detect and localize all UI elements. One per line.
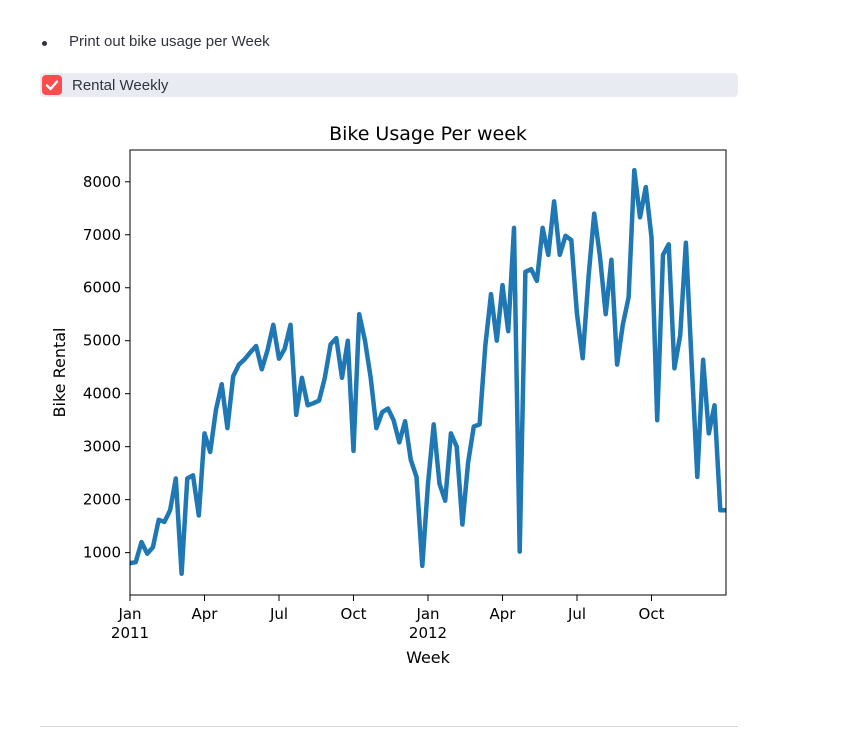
x-tick-label: Apr xyxy=(192,605,219,623)
x-tick-label: Jul xyxy=(269,605,288,623)
x-tick-label: Oct xyxy=(639,605,665,623)
y-tick-label: 6000 xyxy=(83,279,121,297)
y-tick-label: 7000 xyxy=(83,226,121,244)
x-tick-label: Jul xyxy=(567,605,586,623)
tick-label-line: Oct xyxy=(341,605,367,623)
plot-frame xyxy=(129,149,727,596)
checkmark xyxy=(45,80,59,91)
y-axis-label: Bike Rental xyxy=(50,328,69,418)
y-tick-label: 3000 xyxy=(83,438,121,456)
chart-title: Bike Usage Per week xyxy=(329,123,527,145)
tick-label-line: Jul xyxy=(567,605,586,623)
x-tick-label: Jan 2011 xyxy=(111,605,149,642)
tick-label-line: Apr xyxy=(192,605,219,623)
y-tick-label: 8000 xyxy=(83,173,121,191)
tick-label-line: Jan xyxy=(415,605,439,623)
checkbox-row[interactable]: Rental Weekly xyxy=(40,73,738,97)
data-line xyxy=(130,167,726,577)
x-tick-label: Oct xyxy=(341,605,367,623)
x-tick-label: Apr xyxy=(490,605,517,623)
tick-label-line: 2012 xyxy=(409,624,447,642)
x-axis-label: Week xyxy=(406,648,451,667)
x-tick-label: Jan 2012 xyxy=(409,605,447,642)
checkbox[interactable] xyxy=(42,75,62,95)
tick-label-line: Jan xyxy=(117,605,141,623)
tick-label-line: Apr xyxy=(490,605,517,623)
tick-label-line: 2011 xyxy=(111,624,149,642)
checkbox-label[interactable]: Rental Weekly xyxy=(72,77,169,94)
chart: Bike Usage Per week 1000 2000 3000 4000 5000 6… xyxy=(50,123,727,667)
y-tick-label: 4000 xyxy=(83,385,121,403)
y-tick-label: 5000 xyxy=(83,332,121,350)
tick-label-line: Jul xyxy=(269,605,288,623)
y-tick-label: 2000 xyxy=(83,491,121,509)
tick-label-line: Oct xyxy=(639,605,665,623)
bullet-dot xyxy=(42,41,47,46)
divider xyxy=(40,726,738,727)
y-tick-label: 1000 xyxy=(83,544,121,562)
bullet-text: Print out bike usage per Week xyxy=(69,33,270,50)
